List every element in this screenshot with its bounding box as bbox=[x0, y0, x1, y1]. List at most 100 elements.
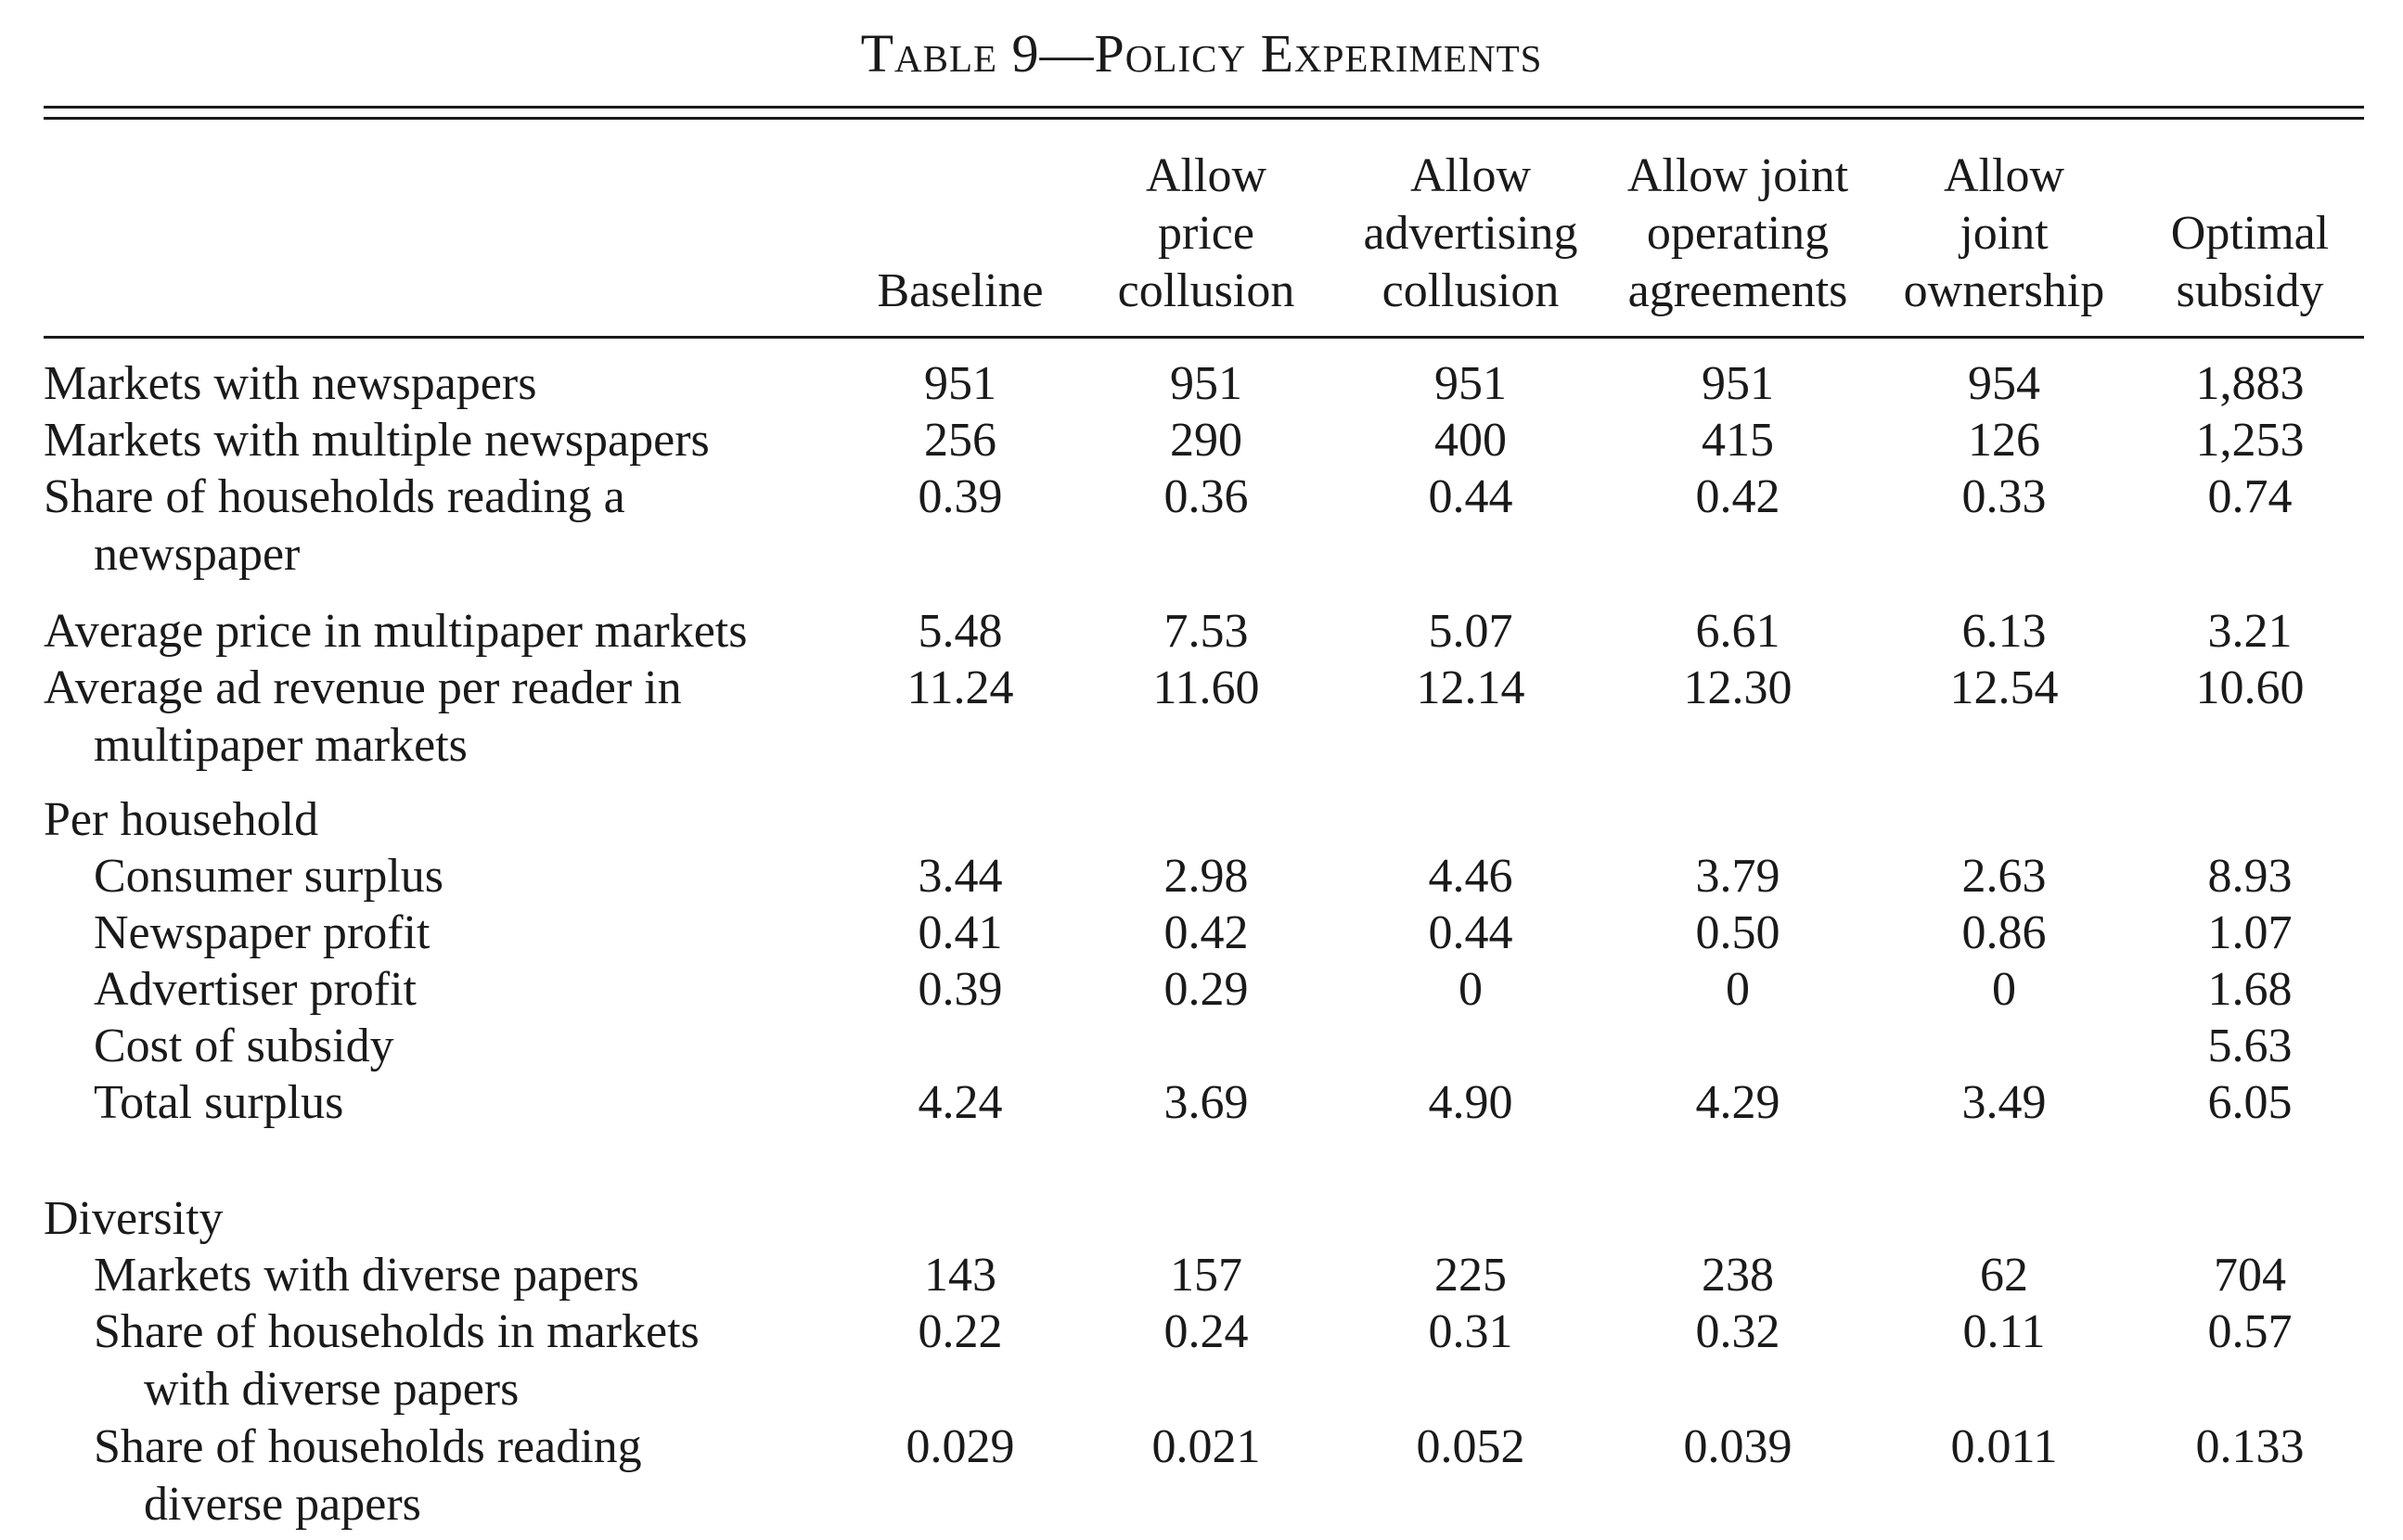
column-header: operating bbox=[1646, 207, 1830, 260]
column-header: Allow bbox=[1944, 149, 2064, 202]
table-cell: 951 bbox=[924, 357, 996, 410]
column-header: agreements bbox=[1627, 264, 1848, 317]
top-rule-second bbox=[44, 117, 2364, 120]
table-cell: 0.33 bbox=[1961, 470, 2047, 523]
column-header: subsidy bbox=[2176, 264, 2324, 317]
table-cell: 4.29 bbox=[1695, 1076, 1780, 1129]
table-cell: 11.60 bbox=[1152, 661, 1260, 714]
column-header: joint bbox=[1960, 207, 2049, 260]
table-cell: 6.05 bbox=[2207, 1076, 2293, 1129]
table-cell: 157 bbox=[1170, 1249, 1242, 1302]
table-cell: 0.39 bbox=[918, 470, 1003, 523]
table-cell: 0.42 bbox=[1163, 906, 1249, 959]
row-label: multipaper markets bbox=[94, 719, 468, 772]
table-cell: 256 bbox=[924, 414, 996, 467]
row-label: Average ad revenue per reader in bbox=[44, 661, 682, 714]
table-cell: 0.39 bbox=[918, 963, 1003, 1016]
table-cell: 0.36 bbox=[1163, 470, 1249, 523]
table-cell: 951 bbox=[1170, 357, 1242, 410]
table-cell: 0.11 bbox=[1962, 1305, 2046, 1358]
table-cell: 2.98 bbox=[1163, 850, 1249, 903]
row-label: Share of households reading a bbox=[44, 470, 625, 523]
table-cell: 7.53 bbox=[1163, 605, 1249, 658]
table-cell: 0.44 bbox=[1428, 470, 1513, 523]
table-cell: 8.93 bbox=[2207, 850, 2293, 903]
table-cell: 0.039 bbox=[1683, 1420, 1793, 1473]
table-cell: 0 bbox=[1459, 963, 1483, 1016]
table-cell: 5.63 bbox=[2207, 1020, 2293, 1072]
row-label: Markets with newspapers bbox=[44, 357, 537, 410]
table-cell: 0.22 bbox=[918, 1305, 1003, 1358]
column-header: ownership bbox=[1903, 264, 2105, 317]
row-label: Share of households reading bbox=[94, 1420, 642, 1473]
row-label: Cost of subsidy bbox=[94, 1020, 394, 1072]
table-cell: 0.74 bbox=[2207, 470, 2293, 523]
table-cell: 951 bbox=[1434, 357, 1507, 410]
table-cell: 951 bbox=[1702, 357, 1774, 410]
table-cell: 954 bbox=[1968, 357, 2040, 410]
table-caption: Table 9—Policy Experiments bbox=[860, 23, 1543, 83]
table-cell: 2.63 bbox=[1961, 850, 2047, 903]
table-cell: 0.50 bbox=[1695, 906, 1780, 959]
table-cell: 0 bbox=[1992, 963, 2016, 1016]
header-rule bbox=[44, 336, 2364, 339]
table-cell: 1,883 bbox=[2195, 357, 2305, 410]
table-cell: 400 bbox=[1434, 414, 1507, 467]
row-label: diverse papers bbox=[144, 1478, 421, 1531]
column-header: Allow bbox=[1146, 149, 1266, 202]
row-label: with diverse papers bbox=[144, 1363, 520, 1416]
table-cell: 3.69 bbox=[1163, 1076, 1249, 1129]
table-cell: 143 bbox=[924, 1249, 996, 1302]
table-cell: 0.052 bbox=[1416, 1420, 1525, 1473]
column-header: collusion bbox=[1381, 264, 1560, 317]
column-header: collusion bbox=[1117, 264, 1295, 317]
table-cell: 225 bbox=[1434, 1249, 1507, 1302]
table-cell: 290 bbox=[1170, 414, 1242, 467]
table-cell: 4.46 bbox=[1428, 850, 1513, 903]
table-cell: 0.021 bbox=[1151, 1420, 1261, 1473]
table-cell: 0 bbox=[1726, 963, 1750, 1016]
table-cell: 3.79 bbox=[1695, 850, 1780, 903]
table-cell: 0.41 bbox=[918, 906, 1003, 959]
table-cell: 1.68 bbox=[2207, 963, 2293, 1016]
table-cell: 4.90 bbox=[1428, 1076, 1513, 1129]
row-label: Share of households in markets bbox=[94, 1305, 700, 1358]
row-label: Newspaper profit bbox=[94, 906, 430, 959]
table-cell: 4.24 bbox=[918, 1076, 1003, 1129]
table-cell: 0.31 bbox=[1428, 1305, 1513, 1358]
table-cell: 0.29 bbox=[1163, 963, 1249, 1016]
table-cell: 1,253 bbox=[2195, 414, 2305, 467]
table-cell: 0.133 bbox=[2195, 1420, 2305, 1473]
table-cell: 5.48 bbox=[918, 605, 1003, 658]
table-cell: 3.21 bbox=[2207, 605, 2293, 658]
table-cell: 0.86 bbox=[1961, 906, 2047, 959]
table-cell: 10.60 bbox=[2195, 661, 2305, 714]
table-cell: 415 bbox=[1702, 414, 1774, 467]
table-cell: 0.029 bbox=[906, 1420, 1015, 1473]
table-cell: 0.24 bbox=[1163, 1305, 1249, 1358]
table-cell: 0.57 bbox=[2207, 1305, 2293, 1358]
column-header: Allow bbox=[1410, 149, 1531, 202]
column-header: Allow joint bbox=[1626, 149, 1849, 202]
table-cell: 3.44 bbox=[918, 850, 1003, 903]
table-cell: 0.011 bbox=[1950, 1420, 2058, 1473]
column-header: Optimal bbox=[2170, 207, 2330, 260]
row-label: Average price in multipaper markets bbox=[44, 605, 748, 658]
row-label: Diversity bbox=[44, 1192, 224, 1245]
table-cell: 3.49 bbox=[1961, 1076, 2047, 1129]
column-header: Baseline bbox=[877, 264, 1044, 317]
table-cell: 0.42 bbox=[1695, 470, 1780, 523]
row-label: Markets with multiple newspapers bbox=[44, 414, 710, 467]
column-header: advertising bbox=[1363, 207, 1578, 260]
table-cell: 1.07 bbox=[2207, 906, 2293, 959]
table-cell: 126 bbox=[1968, 414, 2040, 467]
table-cell: 11.24 bbox=[906, 661, 1014, 714]
table-cell: 238 bbox=[1702, 1249, 1774, 1302]
row-label: Per household bbox=[44, 793, 319, 846]
table-cell: 12.54 bbox=[1949, 661, 2059, 714]
top-rule bbox=[44, 106, 2364, 109]
table-cell: 0.44 bbox=[1428, 906, 1513, 959]
table-cell: 5.07 bbox=[1428, 605, 1513, 658]
table-cell: 12.30 bbox=[1683, 661, 1793, 714]
